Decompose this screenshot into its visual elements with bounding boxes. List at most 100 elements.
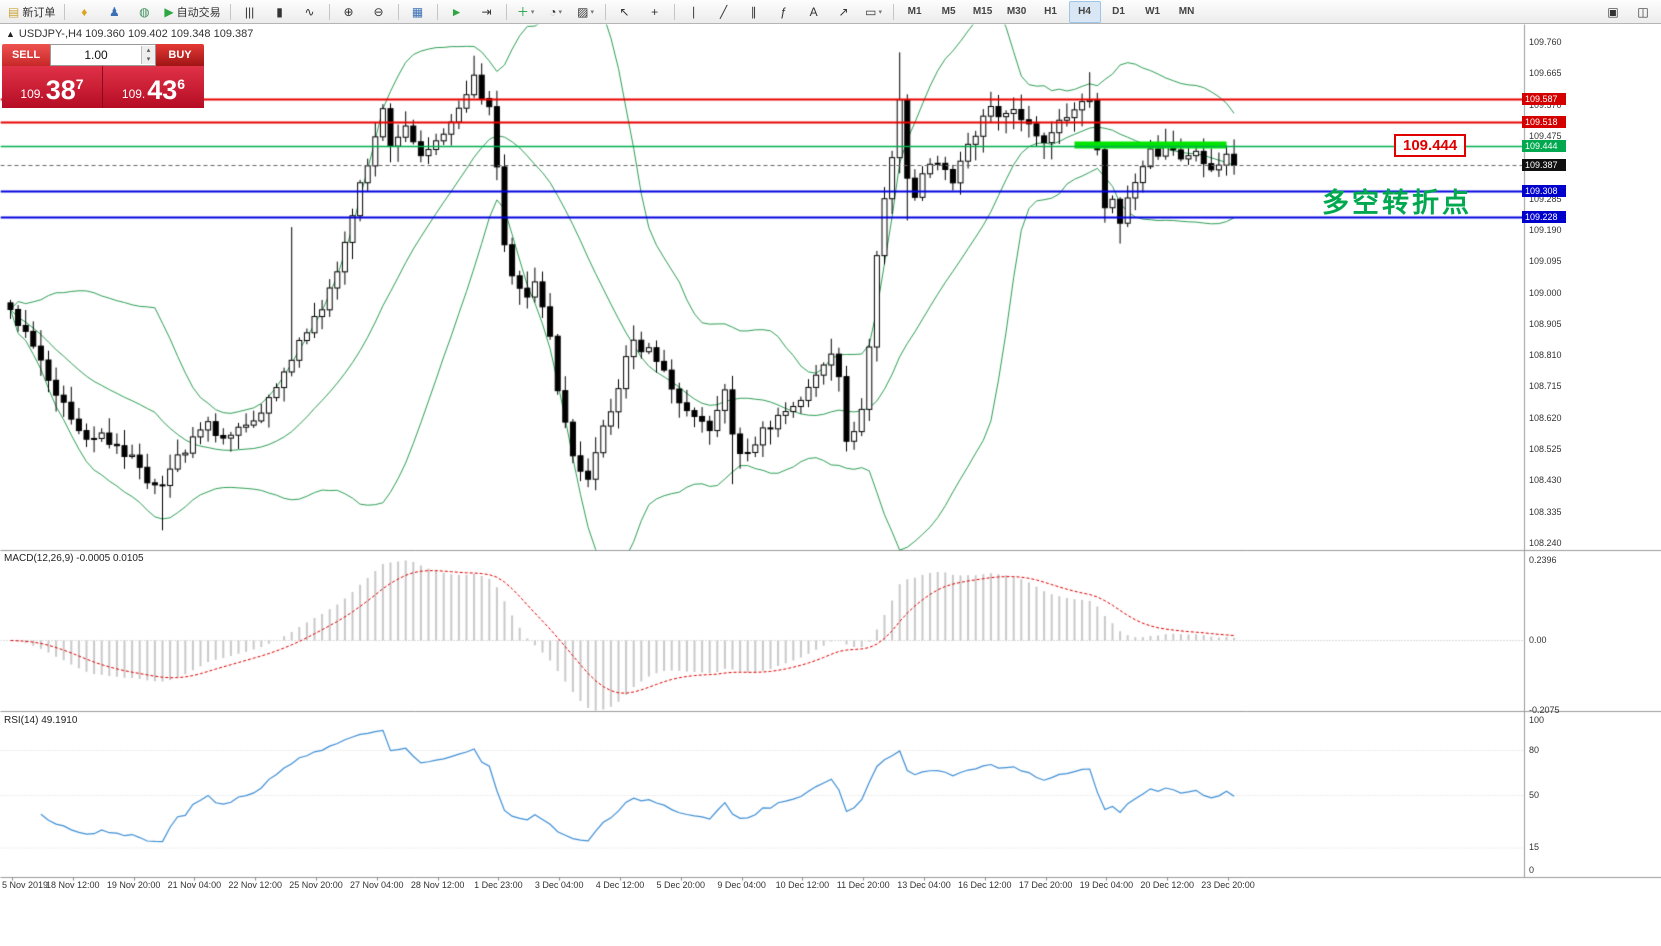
periods-button[interactable]: ◔ ▾: [542, 1, 570, 23]
time-tick-label: 16 Dec 12:00: [958, 880, 1012, 890]
cursor-icon[interactable]: ↖: [611, 1, 639, 23]
timeframe-mn[interactable]: MN: [1171, 1, 1203, 23]
indicators-button-dropdown-icon[interactable]: ▾: [530, 8, 535, 16]
zoom-in-icon[interactable]: ⊕: [335, 1, 363, 23]
macd-label: MACD(12,26,9) -0.0005 0.0105: [4, 553, 144, 564]
price-tick-label: 108.240: [1529, 538, 1562, 548]
level-price-tag: 109.444: [1522, 140, 1566, 153]
vertical-line-icon[interactable]: ∣: [680, 1, 708, 23]
timeframe-h4[interactable]: H4: [1068, 0, 1101, 23]
web-terminal-icon-glyph: ◍: [139, 4, 150, 19]
text-label-icon-glyph: A: [809, 4, 818, 19]
templates-button[interactable]: ▨ ▾: [572, 1, 600, 23]
timeframe-w1[interactable]: W1: [1137, 1, 1169, 23]
timeframe-d1-label: D1: [1112, 6, 1125, 17]
indicators-button[interactable]: ＋ ▾: [512, 1, 540, 23]
chart-shift-icon-glyph: ⇥: [481, 4, 492, 19]
time-tick-label: 21 Nov 04:00: [167, 880, 222, 890]
arrow-object-icon[interactable]: ↗: [830, 1, 858, 23]
accounts-icon[interactable]: ♟: [100, 1, 128, 23]
timeframe-m30[interactable]: M30: [1001, 1, 1033, 23]
time-tick-label: 3 Dec 04:00: [534, 880, 584, 890]
one-click-collapse-arrow[interactable]: ▲: [6, 29, 15, 39]
one-click-trading-panel: SELL 1.00 ▴ ▾ BUY 109. 38 7 109. 43 6: [2, 44, 204, 108]
time-tick-label: 25 Nov 20:00: [289, 880, 343, 890]
line-chart-icon[interactable]: ∿: [296, 1, 324, 23]
chart-shift-icon[interactable]: ⇥: [473, 1, 501, 23]
timeframe-d1[interactable]: D1: [1103, 1, 1135, 23]
autotrading-button[interactable]: ▶ 自动交易: [160, 1, 224, 23]
crosshair-icon[interactable]: +: [641, 1, 669, 23]
time-tick-label: 28 Nov 12:00: [410, 880, 465, 890]
volume-decrease-button[interactable]: ▾: [142, 55, 155, 64]
buy-price-prefix: 109.: [121, 87, 146, 101]
accounts-icon-glyph: ♟: [108, 4, 120, 19]
shapes-icon-dropdown-icon[interactable]: ▾: [878, 8, 882, 16]
timeframe-m15[interactable]: M15: [967, 1, 999, 23]
time-tick-label: 20 Dec 12:00: [1140, 880, 1194, 890]
tile-windows-icon[interactable]: ▦: [404, 1, 432, 23]
bar-chart-icon[interactable]: |||: [236, 1, 264, 23]
price-tick-label: 108.430: [1529, 475, 1562, 486]
timeframe-m30-label: M30: [1006, 6, 1027, 17]
turning-point-annotation: 多空转折点: [1322, 188, 1472, 218]
one-click-top-row: SELL 1.00 ▴ ▾ BUY: [2, 44, 204, 66]
fibonacci-icon[interactable]: ƒ: [770, 1, 798, 23]
fibonacci-icon-glyph: ƒ: [780, 4, 787, 19]
templates-button-dropdown-icon[interactable]: ▾: [590, 8, 594, 16]
market-depth-icon[interactable]: ♦: [70, 1, 98, 23]
time-tick-label: 17 Dec 20:00: [1018, 880, 1073, 890]
volume-increase-button[interactable]: ▴: [142, 46, 155, 55]
split-window-icon-glyph: ◫: [1637, 4, 1649, 19]
time-tick-label: 9 Dec 04:00: [717, 880, 766, 890]
autotrading-button-label: 自动交易: [176, 6, 221, 19]
sell-button[interactable]: SELL: [2, 44, 50, 66]
trendline-icon[interactable]: ╱: [710, 1, 738, 23]
auto-scroll-icon[interactable]: ►: [443, 1, 471, 23]
candlestick-chart-icon[interactable]: ▮: [266, 1, 294, 23]
auto-scroll-icon-glyph: ►: [450, 4, 463, 19]
periods-button-dropdown-icon[interactable]: ▾: [558, 8, 562, 16]
price-tick-label: 108.525: [1529, 444, 1562, 455]
zoom-out-icon[interactable]: ⊖: [365, 1, 393, 23]
rsi-axis-label: 15: [1529, 842, 1540, 852]
shapes-icon[interactable]: ▭ ▾: [860, 1, 888, 23]
sell-price-big: 38: [45, 75, 76, 105]
price-tick-label: 109.760: [1529, 37, 1562, 47]
time-tick-label: 11 Dec 20:00: [836, 880, 890, 890]
templates-glyph: ▨: [577, 4, 589, 19]
time-tick-label: 5 Nov 2019: [2, 880, 49, 890]
web-terminal-icon[interactable]: ◍: [130, 1, 158, 23]
price-callout-109444: 109.444: [1394, 134, 1467, 157]
sell-price-prefix: 109.: [20, 87, 44, 101]
price-tick-label: 109.000: [1529, 287, 1562, 298]
current-price-tag: 109.387: [1522, 158, 1566, 171]
split-window-icon[interactable]: ◫: [1629, 1, 1657, 23]
one-click-price-row: 109. 38 7 109. 43 6: [2, 66, 204, 108]
toolbar-separator: [229, 3, 231, 20]
toolbar-separator: [892, 3, 894, 20]
timeframe-h1-label: H1: [1044, 6, 1057, 17]
sell-price-display[interactable]: 109. 38 7: [2, 66, 103, 108]
restore-window-icon[interactable]: ▣: [1599, 1, 1627, 23]
buy-price-display[interactable]: 109. 43 6: [103, 66, 204, 108]
timeframe-h1[interactable]: H1: [1035, 1, 1067, 23]
volume-field[interactable]: 1.00 ▴ ▾: [50, 44, 156, 66]
text-label-icon[interactable]: A: [800, 1, 828, 23]
volume-value[interactable]: 1.00: [84, 48, 108, 62]
timeframe-m5[interactable]: M5: [933, 1, 965, 23]
toolbar: ▤ 新订单 ♦ ♟ ◍ ▶ 自动交易 ||| ▮ ∿ ⊕ ⊖ ▦ ► ⇥ ＋ ▾ ◔ ▾ ▨ ▾ ↖ + ∣ ╱ ∥ ƒ A ↗ ▭ ▾ M1…: [0, 0, 1661, 24]
timeframe-m1[interactable]: M1: [899, 1, 931, 23]
price-tick-label: 109.475: [1529, 130, 1562, 141]
candlestick-chart-icon-glyph: ▮: [276, 4, 283, 19]
arrow-object-icon-glyph: ↗: [838, 4, 849, 19]
price-tick-label: 109.285: [1529, 193, 1562, 204]
buy-button[interactable]: BUY: [156, 44, 204, 66]
market-depth-icon-glyph: ♦: [81, 4, 88, 19]
macd-axis-label: 0.00: [1529, 635, 1547, 645]
new-order-button[interactable]: ▤ 新订单: [4, 1, 59, 23]
equidistant-channel-icon[interactable]: ∥: [740, 1, 768, 23]
time-tick-label: 19 Dec 04:00: [1079, 880, 1134, 890]
price-tick-label: 108.620: [1529, 412, 1562, 423]
